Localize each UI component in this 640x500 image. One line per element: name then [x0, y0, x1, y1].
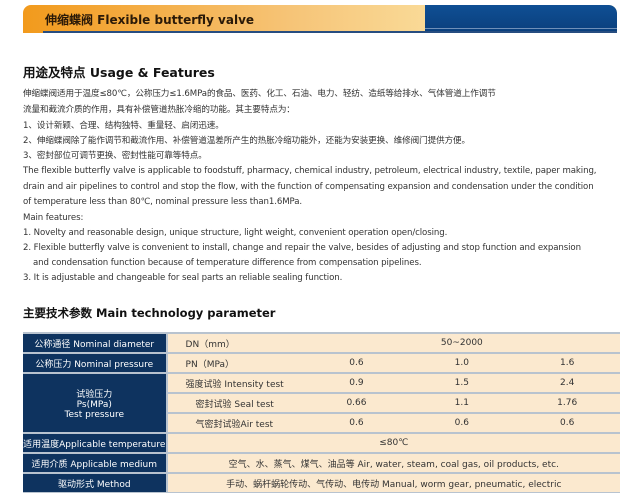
cell: 1.0 — [409, 352, 515, 374]
label-en: Test pressure — [64, 409, 124, 420]
cell: 0.66 — [303, 392, 410, 414]
row-label: 适用介质 Applicable medium — [23, 452, 168, 474]
cell: 0.9 — [303, 372, 410, 394]
row-sub: 密封试验 Seal test — [166, 392, 304, 414]
cell: 1.76 — [514, 392, 620, 414]
usage-heading: 用途及特点 Usage & Features — [23, 65, 215, 80]
label-cn: 试验压力 — [76, 389, 113, 400]
test-pressure-label: 试验压力 Ps(MPa) Test pressure — [23, 372, 168, 434]
banner-underline — [43, 31, 617, 33]
row-sub: PN（MPa） — [166, 352, 304, 374]
cn-line: 1、设计新颖、合理、结构独特、重量轻、启闭迅速。 — [23, 121, 224, 131]
cn-line: 3、密封部位可调节更换、密封性能可靠等特点。 — [23, 151, 207, 161]
cell: ≤80℃ — [166, 432, 620, 454]
cn-line: 2、伸缩蝶阀除了能作调节和截流作用、补偿管道温差所产生的热胀冷缩功能外，还能为安… — [23, 136, 471, 146]
table-row: 试验压力 Ps(MPa) Test pressure 强度试验 Intensit… — [23, 372, 620, 434]
cell: 0.6 — [514, 412, 620, 434]
en-line: 3. It is adjustable and changeable for s… — [23, 273, 343, 283]
cn-line: 流量和截流介质的作用，具有补偿管道热胀冷缩的功能。其主要特点为： — [23, 105, 295, 115]
en-line: 2. Flexible butterfly valve is convenien… — [23, 243, 581, 253]
en-line: and condensation function because of tem… — [33, 258, 422, 268]
table-row: 公称通径 Nominal diameter DN（mm） 50~2000 — [23, 332, 620, 354]
cell: 50~2000 — [303, 332, 620, 354]
row-label: 驱动形式 Method — [23, 472, 168, 493]
row-sub: DN（mm） — [166, 332, 304, 354]
en-line: Main features: — [23, 213, 84, 223]
table-row: 气密封试验Air test 0.6 0.6 0.6 — [23, 412, 620, 434]
table-row: 适用温度Applicable temperature ≤80℃ — [23, 432, 620, 454]
title-banner: 伸缩蝶阀 Flexible butterfly valve — [23, 5, 617, 33]
table-row: 适用介质 Applicable medium 空气、水、蒸气、煤气、油品等 Ai… — [23, 452, 620, 474]
parameter-table: 公称通径 Nominal diameter DN（mm） 50~2000 公称压… — [23, 332, 620, 493]
cell: 1.5 — [409, 372, 515, 394]
cell: 1.1 — [409, 392, 515, 414]
row-label: 公称压力 Nominal pressure — [23, 352, 168, 374]
cell: 手动、蜗杆蜗轮传动、气传动、电传动 Manual, worm gear, pne… — [166, 472, 620, 493]
en-line: The flexible butterfly valve is applicab… — [23, 166, 597, 176]
cell: 0.6 — [409, 412, 515, 434]
cell: 0.6 — [303, 412, 410, 434]
table-row: 公称压力 Nominal pressure PN（MPa） 0.6 1.0 1.… — [23, 352, 620, 374]
en-line: 1. Novelty and reasonable design, unique… — [23, 228, 448, 238]
row-label: 公称通径 Nominal diameter — [23, 332, 168, 354]
cell: 空气、水、蒸气、煤气、油品等 Air, water, steam, coal g… — [166, 452, 620, 474]
cell: 1.6 — [514, 352, 620, 374]
params-heading: 主要技术参数 Main technology parameter — [23, 306, 276, 320]
cn-line: 伸缩蝶阀适用于温度≤80℃，公称压力≤1.6MPa的食品、医药、化工、石油、电力… — [23, 89, 496, 99]
row-label: 适用温度Applicable temperature — [23, 432, 168, 454]
label-unit: Ps(MPa) — [76, 399, 112, 410]
cell: 2.4 — [514, 372, 620, 394]
en-line: drain and air pipelines to control and s… — [23, 182, 594, 192]
en-line: of temperature less than 80℃, nominal pr… — [23, 197, 303, 207]
row-sub: 强度试验 Intensity test — [166, 372, 304, 394]
table-row: 驱动形式 Method 手动、蜗杆蜗轮传动、气传动、电传动 Manual, wo… — [23, 472, 620, 493]
banner-line — [425, 28, 617, 29]
row-sub: 气密封试验Air test — [166, 412, 304, 434]
page-title: 伸缩蝶阀 Flexible butterfly valve — [45, 13, 255, 27]
cell: 0.6 — [303, 352, 410, 374]
